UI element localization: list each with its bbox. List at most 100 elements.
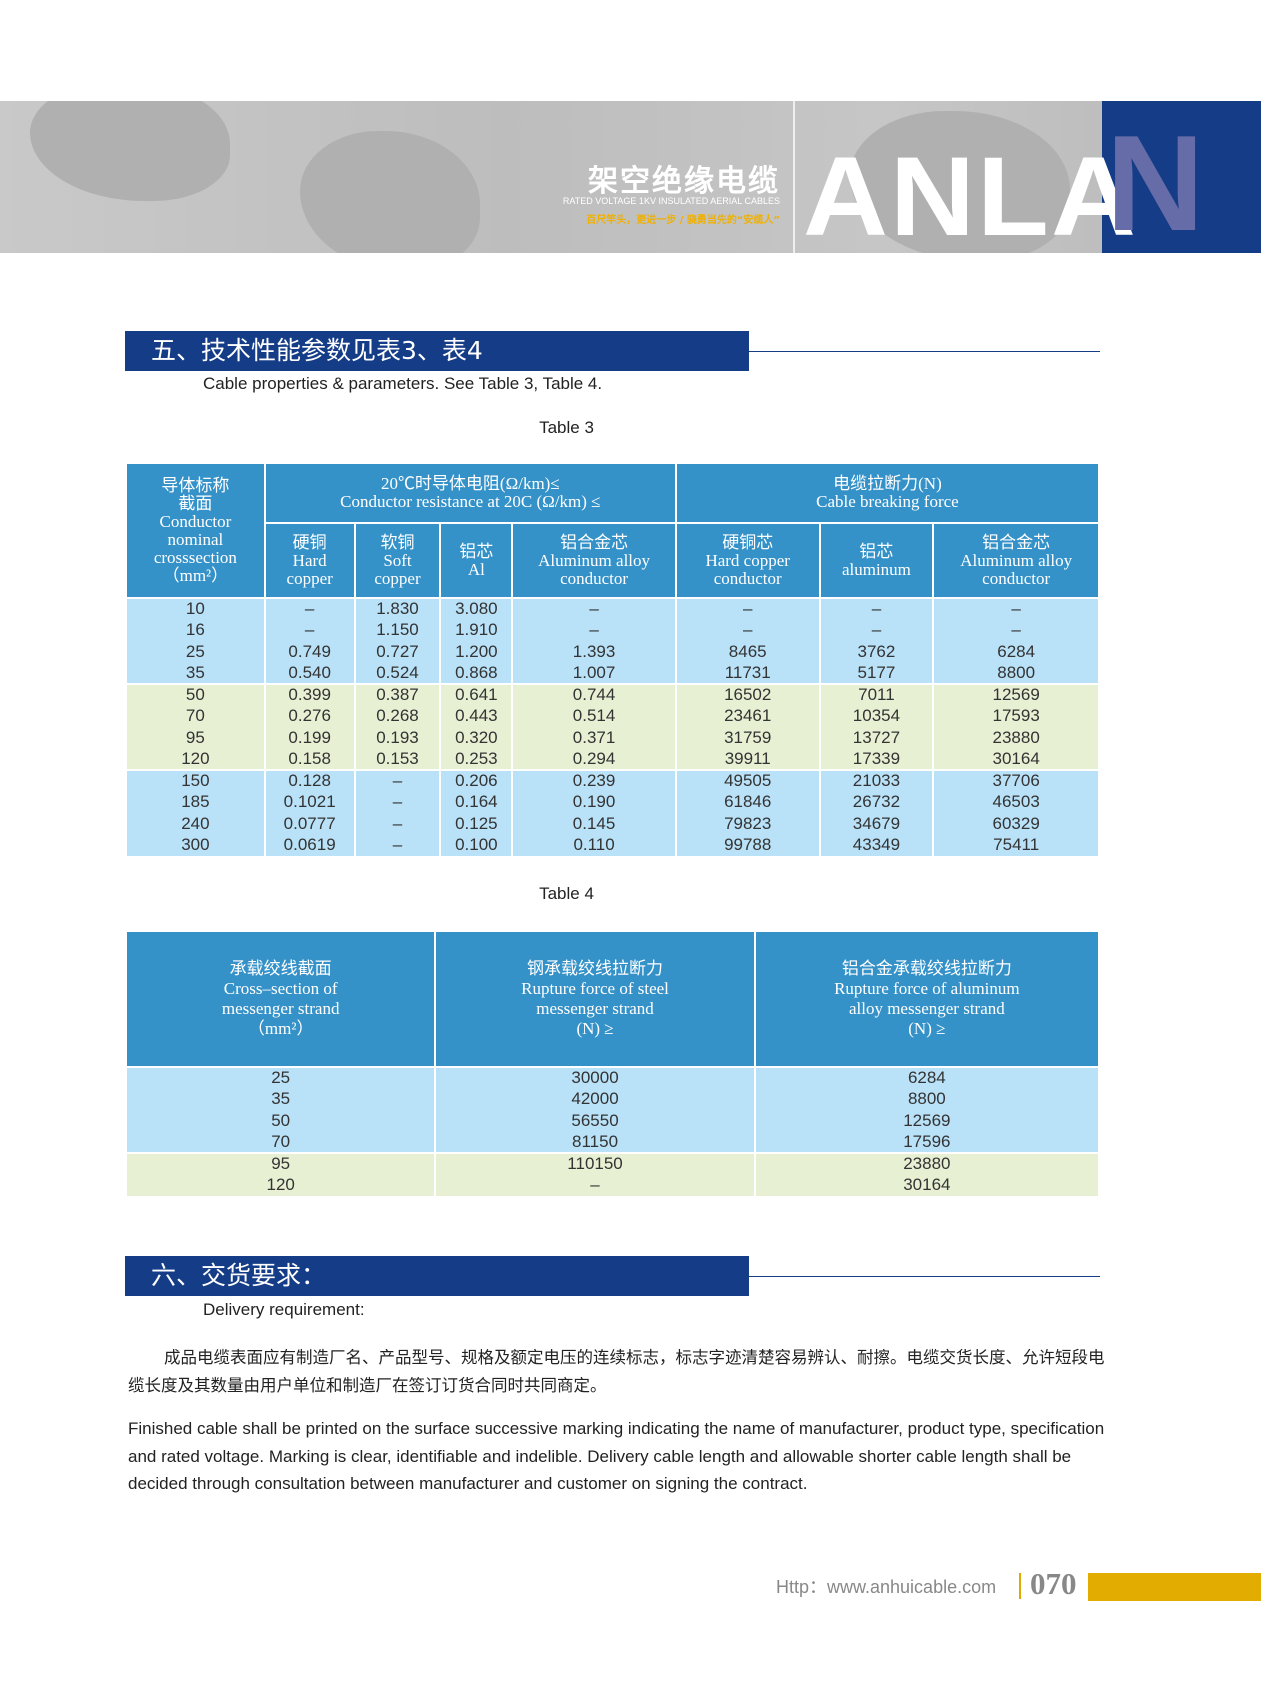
table-cell: –	[674, 598, 821, 620]
table-cell: 37706	[932, 769, 1100, 792]
table-cell: 0.641	[439, 683, 514, 706]
table-cell: 42000	[434, 1088, 756, 1110]
col-header-sub: 硬铜 Hard copper	[263, 523, 356, 599]
col-header-sub: 铝合金芯 Aluminum alloy conductor	[511, 523, 677, 599]
table-3-label: Table 3	[539, 418, 594, 437]
table-cell: 0.749	[263, 641, 356, 663]
col-header: 钢承载绞线拉断力 Rupture force of steel messenger …	[434, 932, 756, 1068]
table-cell: 60329	[932, 813, 1100, 835]
table-cell: 1.007	[511, 662, 677, 684]
table-row: 25 0.749 0.727 1.200 1.393 8465 3762 6284	[125, 641, 1100, 663]
table-cell: 7011	[818, 683, 935, 706]
banner-title-en: RATED VOLTAGE 1KV INSULATED AERIAL CABLE…	[562, 196, 780, 206]
table-cell: 0.125	[439, 813, 514, 835]
footer-divider	[1019, 1573, 1021, 1599]
delivery-paragraph-en: Finished cable shall be printed on the s…	[128, 1419, 1105, 1493]
table-cell: 0.399	[263, 683, 356, 706]
table-cell: 0.276	[263, 705, 356, 727]
table-cell: 0.0777	[263, 813, 356, 835]
table-cell: 70	[125, 705, 266, 727]
section-5-heading: 五、技术性能参数见表3、表4	[125, 331, 749, 371]
col-header-sub: 软铜 Soft copper	[353, 523, 442, 599]
table-row: 240 0.0777–0.125 0.145 79823 34679 60329	[125, 813, 1100, 835]
table-cell: 10354	[818, 705, 935, 727]
table-cell: 6284	[932, 641, 1100, 663]
table-cell: 34679	[818, 813, 935, 835]
table-4-label: Table 4	[539, 884, 594, 903]
table-row: 95 110150 23880	[124, 1152, 1101, 1175]
brand-logo-n: N	[1106, 107, 1205, 253]
table-cell: –	[263, 619, 356, 641]
table-cell: 6284	[753, 1067, 1101, 1089]
table-cell: 50	[124, 1110, 437, 1132]
table-cell: 0.206	[439, 769, 514, 792]
group-header-breaking-force: 电缆拉断力(N) Cable breaking force	[674, 464, 1101, 524]
map-decoration	[300, 131, 480, 253]
table-cell: 61846	[674, 791, 821, 813]
col-header-sub: 硬铜芯 Hard copper conductor	[674, 523, 821, 599]
col-header-sub: 铝芯 Al	[439, 523, 514, 599]
table-cell: 0.190	[511, 791, 677, 813]
table-cell: 3762	[818, 641, 935, 663]
table-cell: –	[353, 769, 442, 792]
table-row: 300 0.0619–0.100 0.110 99788 43349 75411	[125, 834, 1100, 856]
table-cell: 30000	[434, 1067, 756, 1089]
footer-accent-bar	[1088, 1573, 1261, 1601]
table-cell: –	[932, 598, 1100, 620]
table-cell: –	[511, 598, 677, 620]
table-cell: 35	[124, 1088, 437, 1110]
map-decoration	[850, 111, 1070, 253]
table-cell: 5177	[818, 662, 935, 684]
table-cell: 43349	[818, 834, 935, 856]
col-header: 承载绞线截面 Cross–section of messenger strand （m…	[124, 932, 437, 1068]
table-cell: 50	[125, 683, 266, 706]
table-row: 25 30000 6284	[124, 1067, 1101, 1089]
table-cell: –	[353, 813, 442, 835]
table-row: 120–30164	[124, 1174, 1101, 1196]
table-cell: 1.150	[353, 619, 442, 641]
table-cell: 0.153	[353, 748, 442, 770]
table-cell: 12569	[753, 1110, 1101, 1132]
table-cell: –	[434, 1174, 756, 1196]
table-row: 16–1.150 1.910– – – –	[125, 619, 1100, 641]
table-cell: 0.239	[511, 769, 677, 792]
table-row: 70 0.276 0.268 0.443 0.514 23461 10354 17593	[125, 705, 1100, 727]
delivery-paragraph-cn: 成品电缆表面应有制造厂名、产品型号、规格及额定电压的连续标志，标志字迹清楚容易辨…	[128, 1348, 1105, 1395]
table-cell: 25	[125, 641, 266, 663]
divider	[749, 1276, 1100, 1277]
table-cell: 10	[125, 598, 266, 620]
header-banner: 架空绝缘电缆 RATED VOLTAGE 1KV INSULATED AERIA…	[0, 101, 1261, 253]
table-4: 承载绞线截面 Cross–section of messenger strand （m…	[124, 932, 1101, 1196]
table-row: 95 0.199 0.193 0.320 0.371 31759 13727 23880	[125, 727, 1100, 749]
table-cell: 17596	[753, 1131, 1101, 1153]
table-cell: 12569	[932, 683, 1100, 706]
table-row: 50 0.399 0.387 0.641 0.744 16502 7011 12569	[125, 683, 1100, 706]
table-cell: 0.540	[263, 662, 356, 684]
table-cell: 3.080	[439, 598, 514, 620]
table-cell: 16	[125, 619, 266, 641]
table-cell: 120	[125, 748, 266, 770]
table-cell: 23880	[932, 727, 1100, 749]
col-header: 铝合金承载绞线拉断力 Rupture force of aluminum alloy…	[753, 932, 1101, 1068]
table-cell: 99788	[674, 834, 821, 856]
table-cell: 0.387	[353, 683, 442, 706]
table-cell: –	[353, 791, 442, 813]
col-header-sub: 铝合金芯 Aluminum alloy conductor	[932, 523, 1100, 599]
table-cell: 95	[125, 727, 266, 749]
divider	[749, 351, 1100, 352]
table-cell: 21033	[818, 769, 935, 792]
table-row: 35 0.540 0.524 0.868 1.007 11731 5177 8800	[125, 662, 1100, 684]
table-cell: 300	[125, 834, 266, 856]
table-cell: 79823	[674, 813, 821, 835]
table-cell: 0.371	[511, 727, 677, 749]
banner-slogan: 百尺竿头，更进一步 / 骁勇当先的“安缆人”	[586, 215, 780, 226]
table-cell: 8800	[753, 1088, 1101, 1110]
table-cell: 0.110	[511, 834, 677, 856]
table-row: 70 81150 17596	[124, 1131, 1101, 1153]
table-cell: 0.727	[353, 641, 442, 663]
brand-logo: ANLA	[803, 134, 1139, 253]
table-cell: 17339	[818, 748, 935, 770]
table-cell: 75411	[932, 834, 1100, 856]
map-decoration	[30, 101, 230, 201]
table-cell: 0.253	[439, 748, 514, 770]
